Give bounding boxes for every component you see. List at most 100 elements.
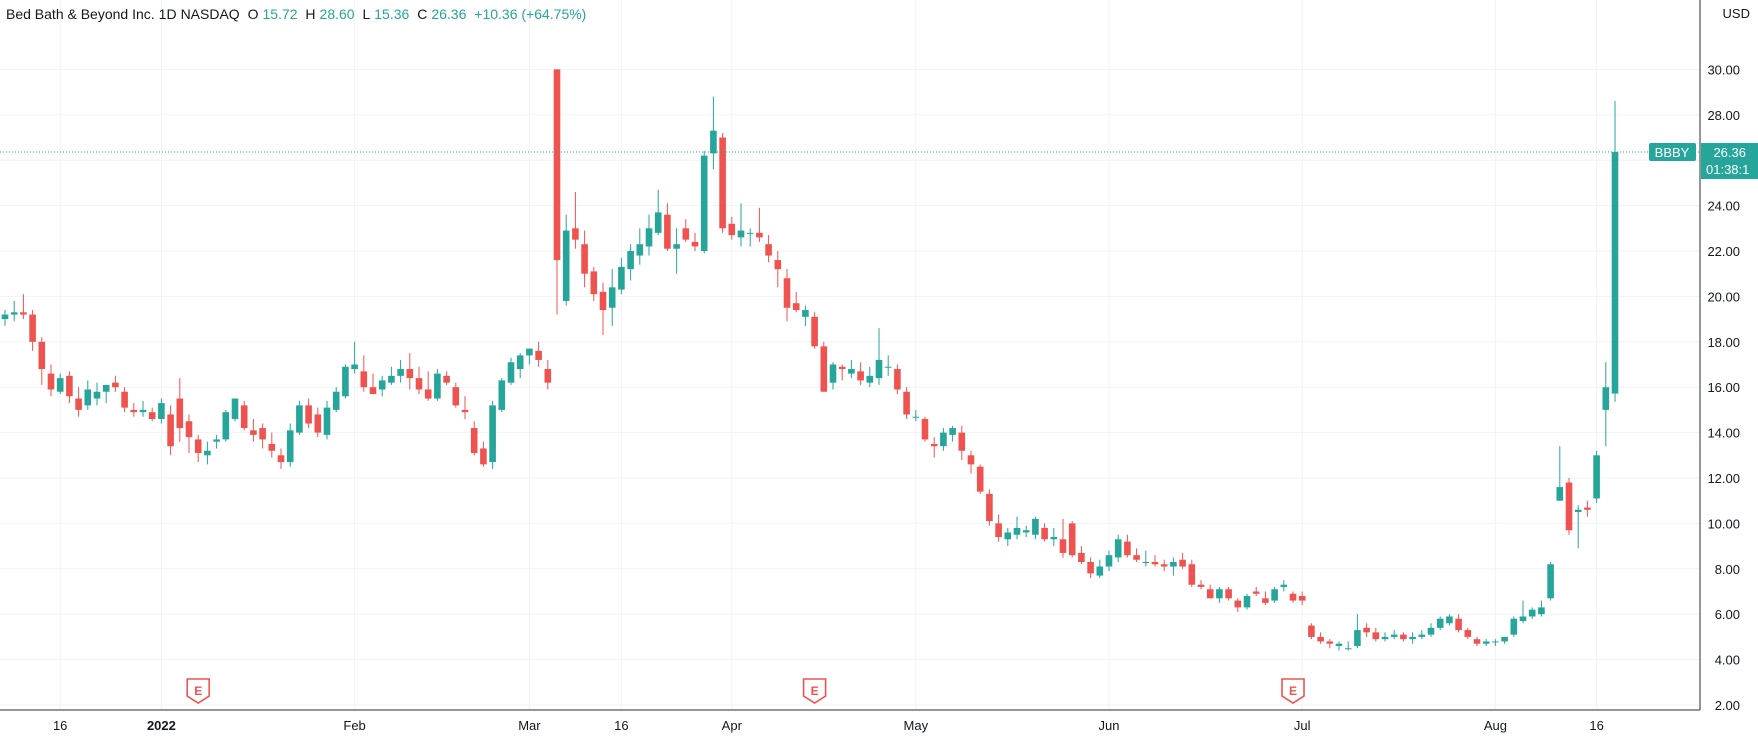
candle bbox=[1114, 534, 1122, 562]
candle bbox=[342, 364, 349, 399]
candle-body bbox=[1427, 627, 1435, 635]
candle-body bbox=[1482, 641, 1490, 644]
currency-label[interactable]: USD bbox=[1722, 6, 1750, 21]
price-tag-value: 26.36 bbox=[1713, 145, 1746, 160]
candle bbox=[1013, 516, 1021, 540]
candle-body bbox=[1188, 564, 1196, 585]
candle-body bbox=[507, 362, 515, 383]
candle bbox=[93, 382, 101, 406]
candle bbox=[1262, 591, 1269, 606]
candle-body bbox=[185, 421, 193, 438]
candle-body bbox=[1584, 507, 1591, 510]
candle-body bbox=[1004, 532, 1012, 540]
candle bbox=[645, 214, 653, 256]
price-tick-label: 30.00 bbox=[1707, 62, 1740, 77]
candle bbox=[360, 355, 368, 392]
candle-body bbox=[332, 391, 340, 410]
candle bbox=[618, 257, 625, 295]
candle-body bbox=[1400, 634, 1407, 640]
candle bbox=[139, 400, 147, 417]
candle-body bbox=[1574, 509, 1582, 513]
ticker-tag bbox=[1649, 143, 1696, 162]
candle bbox=[1501, 636, 1508, 644]
candle-body bbox=[1363, 627, 1370, 633]
candle-body bbox=[903, 391, 910, 415]
candle bbox=[1528, 607, 1536, 619]
candle bbox=[682, 219, 690, 242]
time-tick-label: 16 bbox=[53, 718, 67, 733]
low-label: L bbox=[362, 6, 371, 22]
candle-body bbox=[176, 398, 184, 429]
candle-body bbox=[194, 439, 202, 454]
candle bbox=[112, 375, 119, 392]
high-value: 28.60 bbox=[319, 6, 355, 22]
candle bbox=[1142, 550, 1150, 567]
candle-body bbox=[700, 155, 708, 251]
candle bbox=[268, 432, 276, 458]
candle-body bbox=[682, 228, 690, 240]
candle-body bbox=[737, 230, 745, 238]
price-tick-label: 6.00 bbox=[1715, 607, 1740, 622]
close-value: 26.36 bbox=[431, 6, 467, 22]
candle-body bbox=[792, 303, 800, 311]
candle-body bbox=[1556, 487, 1564, 501]
candle bbox=[866, 366, 874, 388]
candle-body bbox=[1335, 643, 1343, 646]
candle bbox=[903, 387, 910, 419]
candle-body bbox=[1308, 625, 1315, 637]
candle bbox=[1078, 546, 1085, 565]
candle-body bbox=[581, 244, 588, 274]
time-tick-label: 16 bbox=[1589, 718, 1603, 733]
candle-body bbox=[1206, 589, 1214, 599]
candle-body bbox=[774, 260, 782, 270]
candle bbox=[1473, 636, 1481, 646]
candle-body bbox=[921, 418, 929, 440]
candle-body bbox=[1124, 541, 1131, 556]
earnings-marker-label: E bbox=[1289, 684, 1297, 698]
earnings-marker[interactable]: E bbox=[802, 678, 827, 704]
candle bbox=[516, 353, 524, 379]
candle-body bbox=[305, 405, 312, 424]
candle-body bbox=[277, 455, 285, 463]
candle bbox=[1087, 557, 1094, 578]
candle bbox=[222, 409, 230, 442]
price-tick-label: 2.00 bbox=[1715, 698, 1740, 713]
candle-body bbox=[158, 403, 165, 419]
candle bbox=[884, 355, 892, 376]
candle-body bbox=[1593, 455, 1600, 499]
candle bbox=[1059, 518, 1067, 558]
candle-body bbox=[498, 380, 506, 410]
candle-body bbox=[1252, 591, 1260, 594]
candle bbox=[259, 423, 266, 449]
price-tag-countdown: 01:38:1 bbox=[1706, 162, 1749, 177]
candle-body bbox=[884, 366, 892, 368]
candle bbox=[949, 425, 956, 442]
candle-body bbox=[342, 366, 349, 397]
candle-body bbox=[1013, 527, 1021, 535]
candle-body bbox=[1225, 589, 1232, 599]
candle-body bbox=[1068, 523, 1076, 556]
candle bbox=[756, 207, 763, 242]
candle-body bbox=[388, 375, 395, 383]
candle-body bbox=[1547, 564, 1554, 599]
price-tick-label: 16.00 bbox=[1707, 380, 1740, 395]
candle-body bbox=[470, 428, 478, 454]
candle-body bbox=[139, 409, 147, 413]
candle bbox=[1096, 559, 1104, 578]
candle bbox=[406, 353, 414, 390]
candle-body bbox=[1022, 530, 1030, 533]
time-axis[interactable]: 16 2022 Feb Mar 16 Apr May Jun Jul Aug 16 bbox=[0, 709, 1700, 733]
earnings-marker[interactable]: E bbox=[1281, 678, 1305, 704]
price-axis[interactable]: 2.00 4.00 6.00 8.00 10.00 12.00 14.00 16.00 18.0… bbox=[1699, 0, 1740, 713]
candle bbox=[498, 378, 506, 413]
candle bbox=[811, 312, 818, 349]
candle-body bbox=[1087, 561, 1094, 574]
candle bbox=[1280, 580, 1288, 592]
candle-body bbox=[1344, 648, 1352, 650]
earnings-marker[interactable]: E bbox=[186, 678, 210, 704]
candle-body bbox=[250, 430, 257, 435]
earnings-marker-shape bbox=[186, 678, 210, 704]
candle-body bbox=[1381, 636, 1389, 640]
